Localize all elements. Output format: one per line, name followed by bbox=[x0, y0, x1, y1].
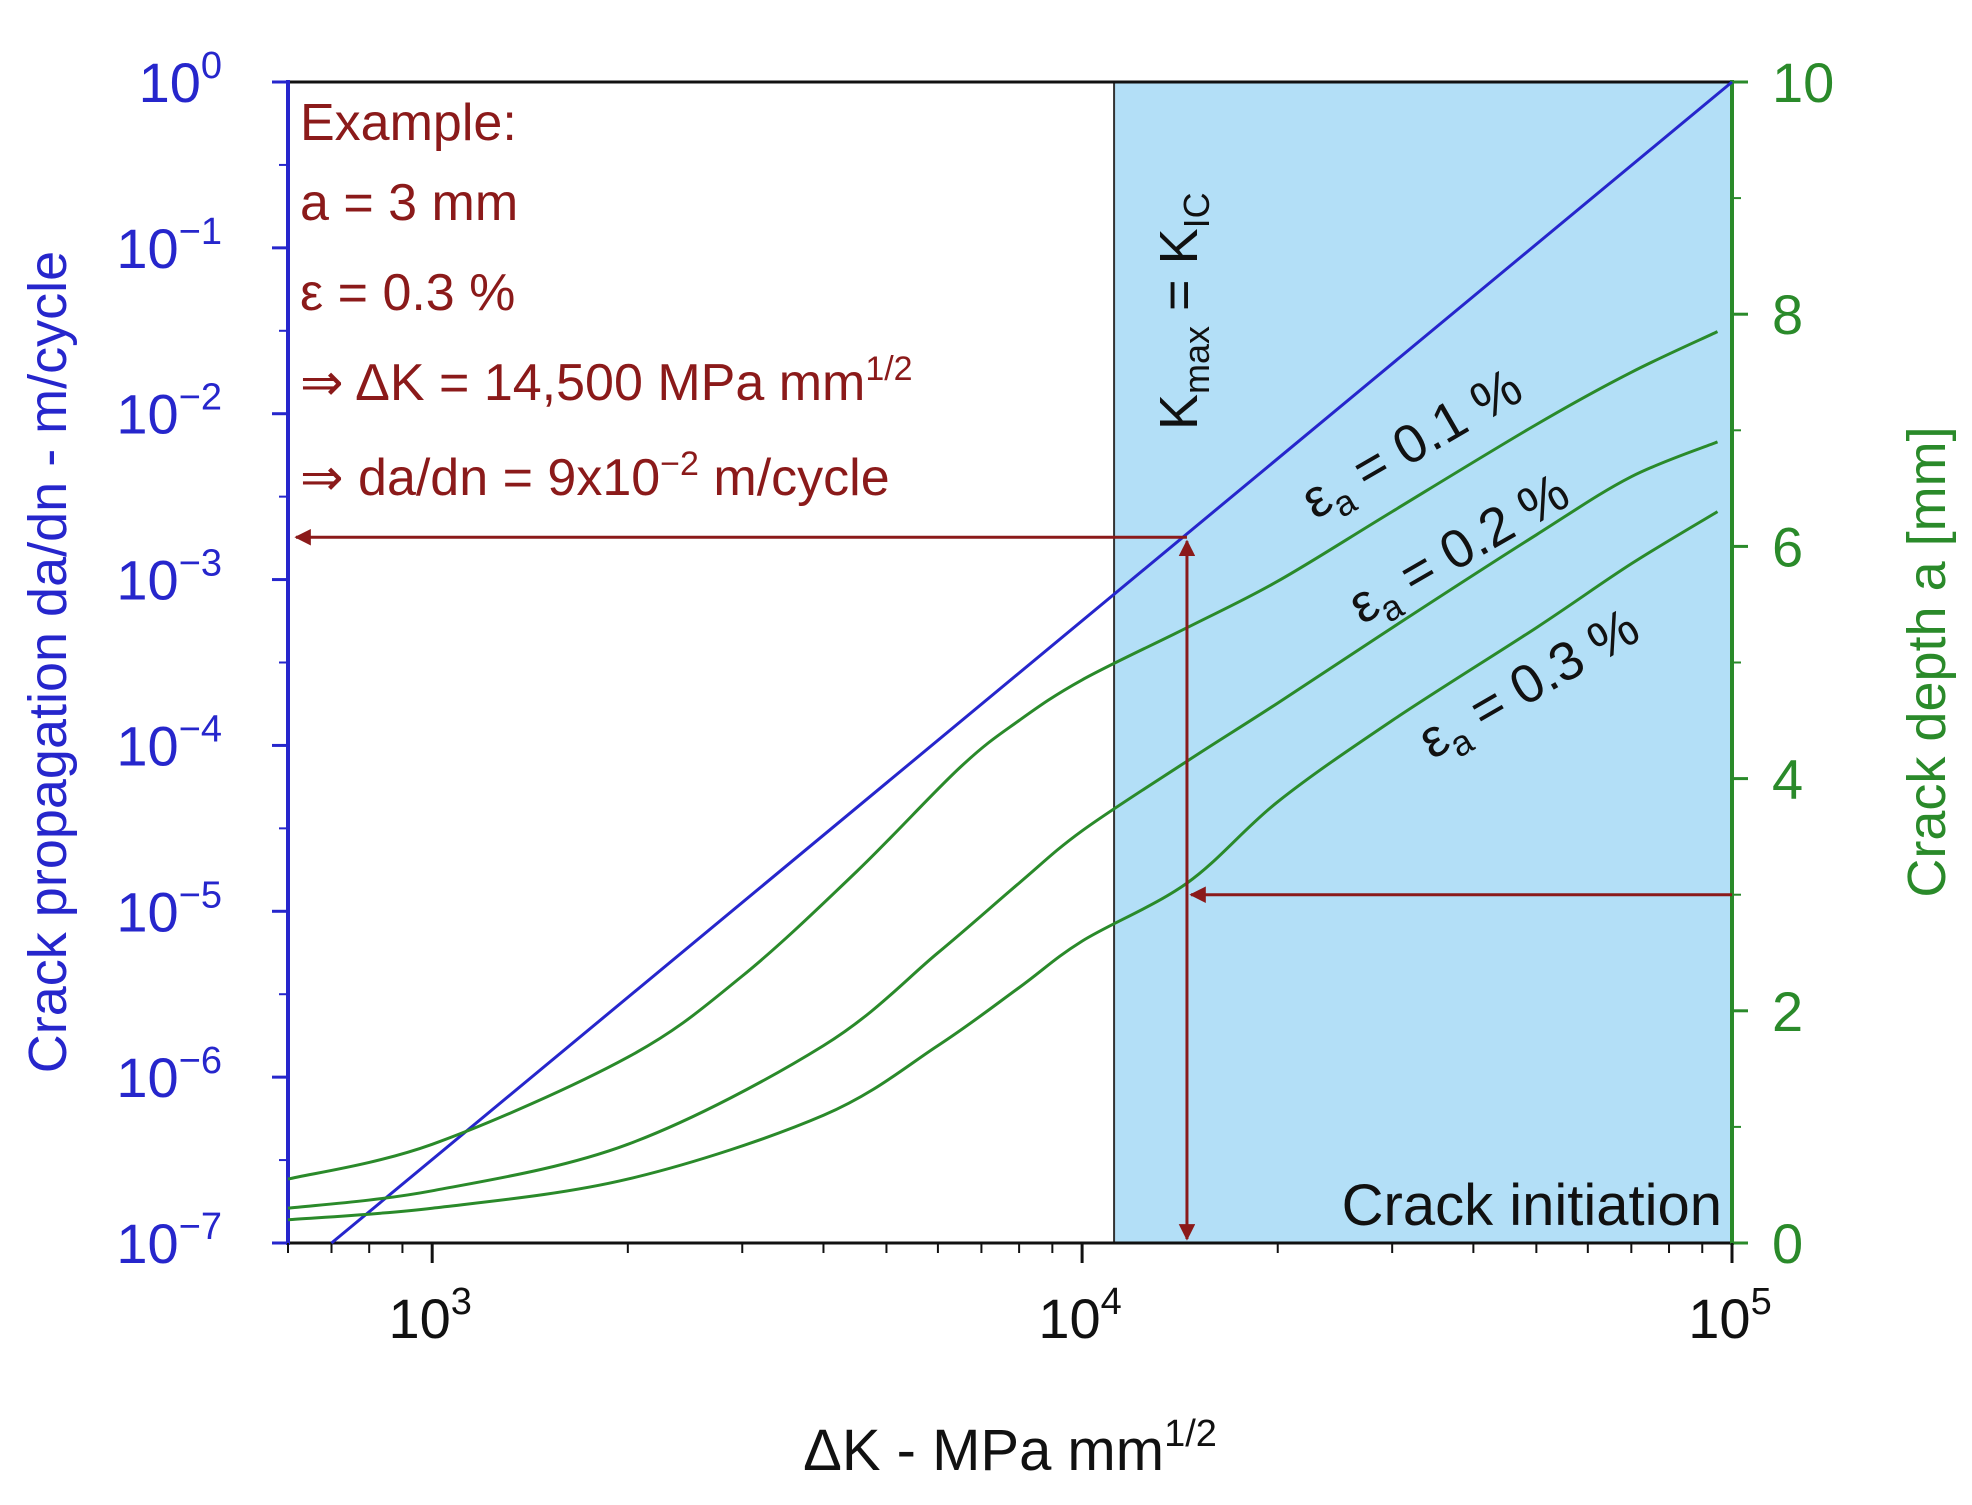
x-tick-exponent: 3 bbox=[451, 1281, 472, 1323]
crack-initiation-region bbox=[1114, 82, 1732, 1243]
x-tick-label: 105 bbox=[1688, 1281, 1771, 1350]
example-line-dadn-sup: −2 bbox=[660, 445, 699, 483]
y-left-tick-exponent: −1 bbox=[179, 211, 222, 253]
example-line-dadn: ⇒ da/dn = 9x10−2 m/cycle bbox=[300, 445, 890, 507]
y-left-tick-label: 10−3 bbox=[116, 543, 222, 612]
dadn-line bbox=[330, 80, 1733, 1245]
example-line-eps: ε = 0.3 % bbox=[300, 264, 515, 322]
kmax-mid: = K bbox=[1149, 228, 1209, 326]
y-left-tick-exponent: −4 bbox=[179, 708, 222, 750]
y-left-tick-label: 10−1 bbox=[116, 211, 222, 280]
y-left-tick-label: 10−4 bbox=[116, 708, 222, 777]
y-left-tick-exponent: −3 bbox=[179, 543, 222, 585]
y-right-tick-label: 4 bbox=[1772, 748, 1803, 811]
x-tick-label: 104 bbox=[1038, 1281, 1121, 1350]
y-left-tick-exponent: −7 bbox=[179, 1206, 222, 1248]
example-line-dk: ⇒ ΔK = 14,500 MPa mm1/2 bbox=[300, 350, 913, 412]
strain-curve-3 bbox=[287, 510, 1719, 1222]
x-axis: 103 104 105 bbox=[287, 1243, 1772, 1350]
example-line-dadn-main: ⇒ da/dn = 9x10 bbox=[300, 449, 660, 507]
y-left-tick-base: 10 bbox=[139, 51, 201, 114]
y-left-tick-base: 10 bbox=[116, 383, 178, 446]
y-left-tick-exponent: −2 bbox=[179, 377, 222, 419]
right-axis: 0 2 4 6 8 10 bbox=[1730, 51, 1834, 1275]
example-text-block: Example: a = 3 mm ε = 0.3 % ⇒ ΔK = 14,50… bbox=[300, 94, 913, 507]
y-left-tick-exponent: 0 bbox=[201, 45, 222, 87]
y-right-tick-label: 2 bbox=[1772, 980, 1803, 1043]
x-axis-title: ΔK - MPa mm1/2 bbox=[803, 1413, 1217, 1483]
y-right-axis-title: Crack depth a [mm] bbox=[1897, 426, 1957, 897]
y-left-tick-label: 10−2 bbox=[116, 377, 222, 446]
y-left-tick-label: 10−5 bbox=[116, 874, 222, 943]
y-left-tick-base: 10 bbox=[116, 1046, 178, 1109]
y-left-tick-base: 10 bbox=[116, 549, 178, 612]
x-axis-title-main: ΔK - MPa mm bbox=[803, 1418, 1164, 1483]
y-left-tick-base: 10 bbox=[116, 1212, 178, 1275]
y-right-tick-label: 8 bbox=[1772, 283, 1803, 346]
example-title: Example: bbox=[300, 94, 517, 152]
y-left-tick-label: 10−6 bbox=[116, 1040, 222, 1109]
y-left-tick-label: 10−7 bbox=[116, 1206, 222, 1275]
y-left-tick-exponent: −6 bbox=[179, 1040, 222, 1082]
strain-curve-2 bbox=[287, 440, 1719, 1210]
y-left-tick-exponent: −5 bbox=[179, 874, 222, 916]
x-tick-base: 10 bbox=[1688, 1287, 1750, 1350]
x-axis-title-sup: 1/2 bbox=[1164, 1413, 1217, 1455]
x-tick-exponent: 4 bbox=[1101, 1281, 1122, 1323]
y-left-tick-base: 10 bbox=[116, 714, 178, 777]
y-right-tick-label: 6 bbox=[1772, 515, 1803, 578]
y-left-axis-title: Crack propagation da/dn - m/cycle bbox=[18, 251, 78, 1073]
kic-sub: IC bbox=[1176, 192, 1217, 228]
y-left-tick-base: 10 bbox=[116, 880, 178, 943]
series-group bbox=[287, 80, 1733, 1245]
y-left-tick-base: 10 bbox=[116, 217, 178, 280]
example-arrows bbox=[294, 528, 1732, 1241]
x-tick-label: 103 bbox=[388, 1281, 471, 1350]
y-left-tick-label: 100 bbox=[139, 45, 222, 114]
example-line-dk-main: ⇒ ΔK = 14,500 MPa mm bbox=[300, 354, 865, 412]
kmax-kic-label: Kmax = KIC bbox=[1149, 192, 1217, 430]
x-tick-base: 10 bbox=[388, 1287, 450, 1350]
example-line-dk-sup: 1/2 bbox=[865, 350, 912, 388]
kmax-base: K bbox=[1149, 394, 1209, 430]
strain-curve-1 bbox=[287, 330, 1719, 1181]
x-tick-exponent: 5 bbox=[1751, 1281, 1772, 1323]
x-tick-base: 10 bbox=[1038, 1287, 1100, 1350]
y-right-tick-label: 0 bbox=[1772, 1212, 1803, 1275]
y-right-tick-label: 10 bbox=[1772, 51, 1834, 114]
crack-initiation-label: Crack initiation bbox=[1342, 1173, 1722, 1238]
example-line-dadn-post: m/cycle bbox=[699, 449, 890, 507]
kmax-sub: max bbox=[1176, 326, 1217, 394]
example-line-a: a = 3 mm bbox=[300, 174, 518, 232]
